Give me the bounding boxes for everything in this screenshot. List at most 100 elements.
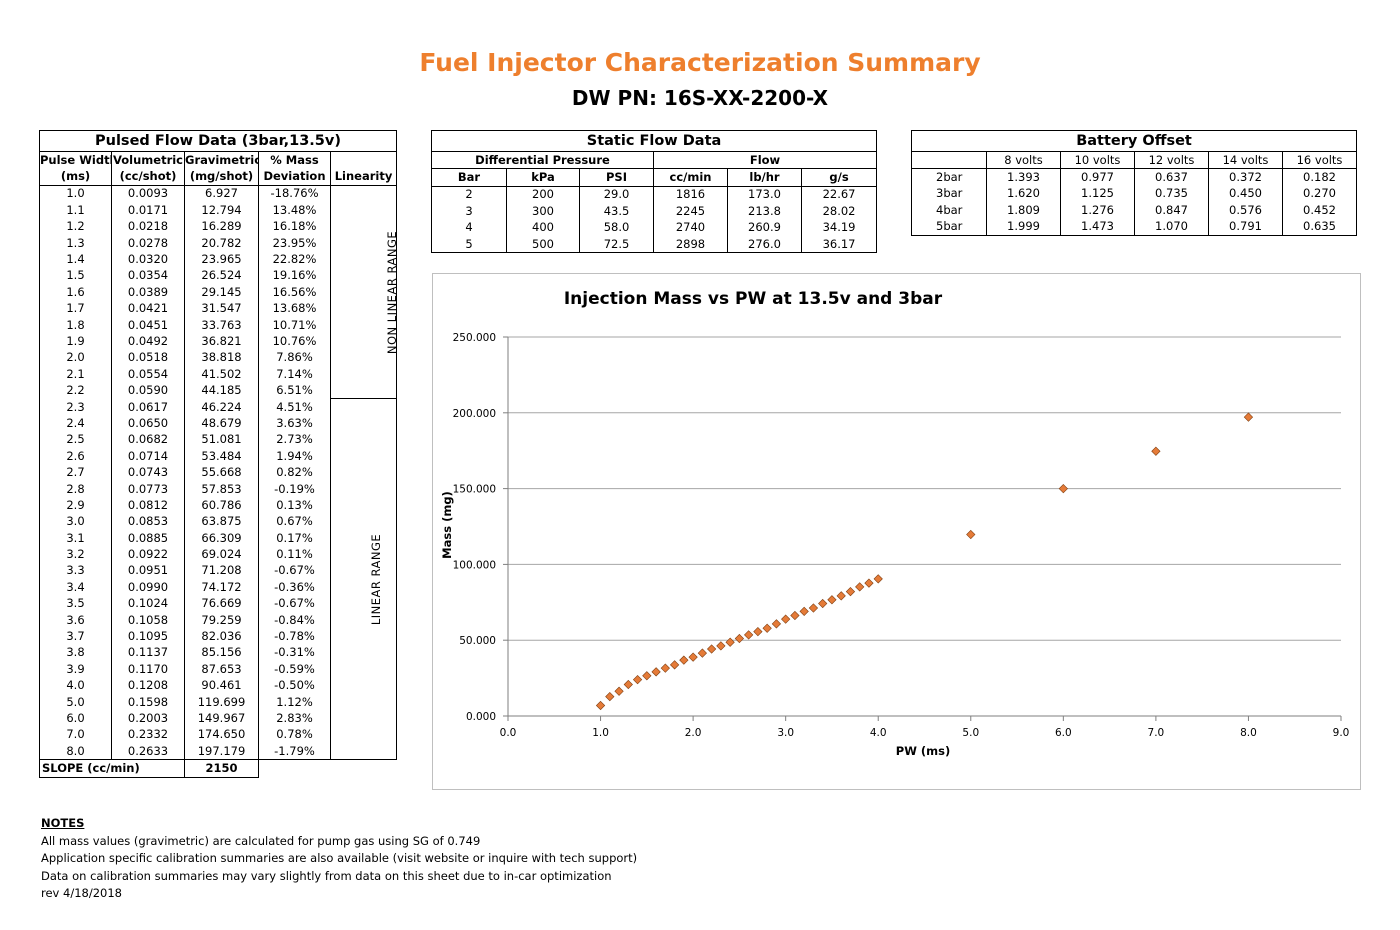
table-cell: 0.452 bbox=[1281, 202, 1358, 219]
column-header: cc/min bbox=[653, 168, 728, 187]
table-header-row: (ms) (cc/shot) (mg/shot) Deviation Linearity bbox=[39, 168, 397, 186]
table-cell: -0.67% bbox=[258, 562, 331, 580]
column-header bbox=[330, 151, 397, 169]
table-row: 3.2 0.0922 69.024 0.11% bbox=[39, 546, 397, 563]
injection-mass-chart: Injection Mass vs PW at 13.5v and 3bar 0… bbox=[432, 273, 1361, 790]
table-row: 3.5 0.1024 76.669 -0.67% bbox=[39, 595, 397, 612]
table-cell: 0.847 bbox=[1134, 202, 1209, 219]
data-point bbox=[781, 614, 791, 624]
column-header: Pulse Width bbox=[39, 151, 112, 169]
y-tick-label: 250.000 bbox=[453, 332, 496, 344]
table-header-row: Bar kPa PSI cc/min lb/hr g/s bbox=[431, 168, 878, 187]
table-cell: 1.3 bbox=[39, 234, 112, 252]
table-row: 2.9 0.0812 60.786 0.13% bbox=[39, 497, 397, 514]
table-cell: -0.67% bbox=[258, 595, 331, 612]
table-cell: 31.547 bbox=[184, 300, 259, 317]
table-row: 3.9 0.1170 87.653 -0.59% bbox=[39, 661, 397, 678]
x-tick-label: 2.0 bbox=[685, 727, 702, 739]
table-row: 1.4 0.0320 23.965 22.82% bbox=[39, 251, 397, 268]
table-cell: 19.16% bbox=[258, 267, 331, 285]
table-cell: 16.18% bbox=[258, 218, 331, 235]
table-cell: 22.67 bbox=[800, 186, 878, 204]
x-axis-label: PW (ms) bbox=[896, 744, 950, 758]
table-row: 4.0 0.1208 90.461 -0.50% bbox=[39, 677, 397, 694]
chart-svg: Injection Mass vs PW at 13.5v and 3bar 0… bbox=[440, 289, 1349, 758]
table-cell: 36.821 bbox=[184, 333, 259, 350]
table-row: 1.8 0.0451 33.763 10.71% bbox=[39, 316, 397, 334]
table-cell: 0.0320 bbox=[111, 251, 185, 268]
table-row: 2.3 0.0617 46.224 4.51% LINEAR RANGE bbox=[39, 398, 397, 761]
group-header-pressure: Differential Pressure bbox=[431, 150, 654, 169]
x-tick-label: 3.0 bbox=[777, 727, 794, 739]
table-cell: 0.67% bbox=[258, 513, 331, 530]
slope-value: 2150 bbox=[184, 759, 259, 778]
table-cell: 82.036 bbox=[184, 628, 259, 645]
linear-range-text: LINEAR RANGE bbox=[369, 533, 384, 626]
table-cell: 43.5 bbox=[579, 203, 654, 220]
table-cell: -0.59% bbox=[258, 661, 331, 678]
table-cell: 0.0492 bbox=[111, 333, 185, 350]
table-cell: 10.71% bbox=[258, 316, 331, 334]
table-cell: 0.2633 bbox=[111, 743, 185, 761]
table-cell: 1816 bbox=[653, 186, 728, 204]
column-header: kPa bbox=[506, 168, 580, 187]
table-cell: 60.786 bbox=[184, 497, 259, 514]
table-cell: 5.0 bbox=[39, 693, 112, 711]
data-point bbox=[660, 663, 670, 673]
table-cell: 1.070 bbox=[1134, 218, 1209, 236]
table-cell: 3.3 bbox=[39, 562, 112, 580]
table-cell: 0.0518 bbox=[111, 349, 185, 367]
table-cell: 0.0451 bbox=[111, 316, 185, 334]
column-header: 14 volts bbox=[1208, 150, 1283, 170]
table-cell: 0.0617 bbox=[111, 398, 185, 416]
table-cell: 44.185 bbox=[184, 382, 259, 399]
table-cell: 276.0 bbox=[727, 235, 802, 254]
table-row: 2.4 0.0650 48.679 3.63% bbox=[39, 415, 397, 432]
table-row: 4 400 58.0 2740 260.9 34.19 bbox=[431, 219, 878, 236]
table-cell: 4 bbox=[431, 219, 507, 236]
table-cell: 0.78% bbox=[258, 726, 331, 744]
table-row: 5bar 1.999 1.473 1.070 0.791 0.635 bbox=[911, 218, 1358, 236]
table-cell: 197.179 bbox=[184, 743, 259, 761]
y-tick-label: 150.000 bbox=[453, 484, 496, 496]
table-group-row: Differential Pressure Flow bbox=[431, 150, 878, 169]
table-cell: 2.6 bbox=[39, 448, 112, 465]
table-cell: 0.1024 bbox=[111, 595, 185, 612]
data-point bbox=[706, 644, 717, 654]
table-row: 3 300 43.5 2245 213.8 28.02 bbox=[431, 203, 878, 220]
column-header: g/s bbox=[800, 168, 878, 187]
table-cell: 3.8 bbox=[39, 644, 112, 662]
table-cell: 0.0650 bbox=[111, 415, 185, 432]
data-point bbox=[642, 671, 652, 681]
table-row: 5 500 72.5 2898 276.0 36.17 bbox=[431, 235, 878, 254]
table-cell: 300 bbox=[506, 203, 580, 220]
table-cell: 46.224 bbox=[184, 398, 259, 416]
data-point bbox=[762, 623, 772, 633]
table-cell: 0.0773 bbox=[111, 480, 185, 498]
table-cell: 41.502 bbox=[184, 366, 259, 383]
data-point bbox=[623, 679, 633, 690]
table-cell: 0.0812 bbox=[111, 497, 185, 514]
data-point bbox=[605, 691, 615, 702]
table-cell: 2.3 bbox=[39, 398, 112, 416]
table-cell: 29.0 bbox=[579, 186, 654, 204]
table-cell: -0.84% bbox=[258, 611, 331, 629]
table-cell: 85.156 bbox=[184, 644, 259, 662]
x-tick-label: 7.0 bbox=[1148, 727, 1165, 739]
table-cell: 1.1 bbox=[39, 202, 112, 219]
table-cell: 2245 bbox=[653, 203, 728, 220]
table-row: 8.0 0.2633 197.179 -1.79% bbox=[39, 743, 397, 761]
slope-row: SLOPE (cc/min) 2150 bbox=[39, 759, 397, 778]
table-cell: 0.1137 bbox=[111, 644, 185, 662]
table-cell: 1.9 bbox=[39, 333, 112, 350]
table-cell: 0.0354 bbox=[111, 267, 185, 285]
table-cell: 0.0885 bbox=[111, 529, 185, 547]
table-cell: 0.576 bbox=[1208, 202, 1283, 219]
table-cell: 4.51% bbox=[258, 398, 331, 416]
table-cell: 38.818 bbox=[184, 349, 259, 367]
table-cell: 0.0218 bbox=[111, 218, 185, 235]
data-point bbox=[651, 667, 661, 677]
table-cell: 173.0 bbox=[727, 186, 802, 204]
table-cell: 2740 bbox=[653, 219, 728, 236]
table-cell: 2.0 bbox=[39, 349, 112, 367]
